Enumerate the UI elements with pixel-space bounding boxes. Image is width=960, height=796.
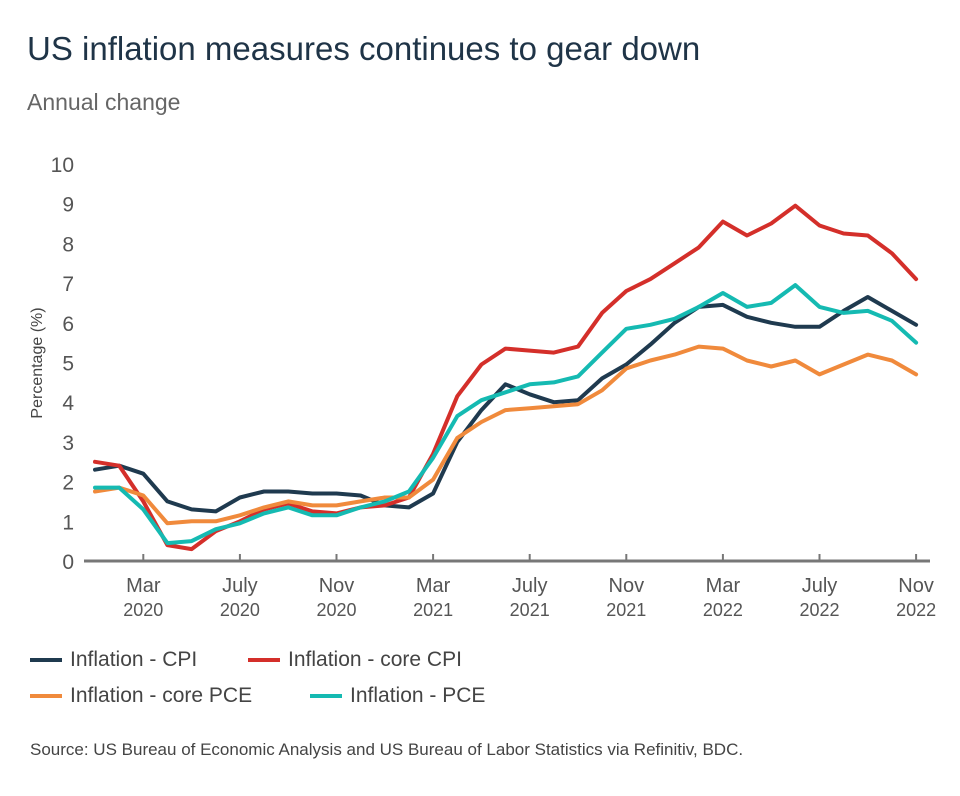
series-line-2 xyxy=(93,344,919,526)
x-tick-label-year: 2021 xyxy=(510,600,550,620)
chart-subtitle: Annual change xyxy=(27,89,181,115)
y-tick-label: 10 xyxy=(51,154,74,177)
x-tick-label-year: 2021 xyxy=(606,600,646,620)
legend-swatch xyxy=(30,658,62,662)
legend-swatch xyxy=(310,694,342,698)
y-tick-label: 0 xyxy=(62,551,74,574)
x-tick-label: July xyxy=(222,575,258,597)
x-tick-label: Nov xyxy=(319,575,355,597)
x-tick-label-year: 2021 xyxy=(413,600,453,620)
x-tick-label-year: 2020 xyxy=(123,600,163,620)
y-tick-label: 8 xyxy=(62,233,74,256)
legend-swatch xyxy=(30,694,62,698)
legend-swatch xyxy=(248,658,280,662)
series-line-1 xyxy=(93,203,919,552)
x-tick-label: Mar xyxy=(706,575,741,597)
x-tick-label-year: 2020 xyxy=(220,600,260,620)
series-line-3 xyxy=(93,283,919,546)
legend-label: Inflation - core PCE xyxy=(70,684,253,707)
x-tick-label: Nov xyxy=(609,575,645,597)
legend-label: Inflation - PCE xyxy=(350,684,486,707)
y-tick-label: 7 xyxy=(62,273,74,296)
y-tick-label: 5 xyxy=(62,353,74,376)
series-line-0 xyxy=(93,295,919,514)
x-tick-label: Mar xyxy=(126,575,161,597)
y-tick-label: 2 xyxy=(62,472,74,495)
legend-item-pce: Inflation - PCE xyxy=(310,684,485,708)
x-tick-label-year: 2022 xyxy=(896,600,936,620)
x-tick-label: July xyxy=(512,575,548,597)
x-tick-label-year: 2020 xyxy=(316,600,356,620)
x-tick-label: Mar xyxy=(416,575,451,597)
legend-item-core-pce: Inflation - core PCE xyxy=(30,684,252,708)
chart-title: US inflation measures continues to gear … xyxy=(27,30,701,67)
x-tick-label-year: 2022 xyxy=(799,600,839,620)
y-axis-label: Percentage (%) xyxy=(29,307,46,418)
x-tick-label: Nov xyxy=(898,575,934,597)
x-tick-label-year: 2022 xyxy=(703,600,743,620)
y-tick-label: 1 xyxy=(62,511,74,534)
y-tick-label: 9 xyxy=(62,194,74,217)
source-note: Source: US Bureau of Economic Analysis a… xyxy=(30,740,744,759)
y-tick-label: 6 xyxy=(62,313,74,336)
legend-item-cpi: Inflation - CPI xyxy=(30,648,197,672)
x-tick-label: July xyxy=(802,575,838,597)
legend-label: Inflation - core CPI xyxy=(288,648,462,671)
y-tick-label: 4 xyxy=(62,392,74,415)
legend-item-core-cpi: Inflation - core CPI xyxy=(248,648,462,672)
y-tick-label: 3 xyxy=(62,432,74,455)
legend-label: Inflation - CPI xyxy=(70,648,198,671)
